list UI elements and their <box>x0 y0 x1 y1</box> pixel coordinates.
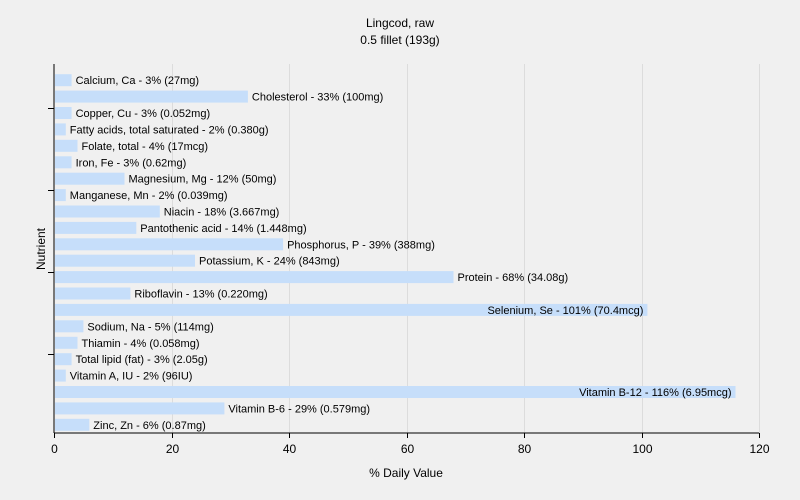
grid-lines <box>172 64 760 433</box>
bar-label: Total lipid (fat) - 3% (2.05g) <box>76 354 208 366</box>
x-tick-label: 60 <box>401 442 415 456</box>
bar-label: Zinc, Zn - 6% (0.87mg) <box>93 420 205 432</box>
bar <box>55 418 90 431</box>
x-tick-label: 20 <box>166 442 180 456</box>
bar <box>55 123 66 136</box>
chart-subtitle: 0.5 fillet (193g) <box>360 33 439 47</box>
x-tick-label: 0 <box>51 442 58 456</box>
bar <box>55 172 125 185</box>
x-tick-label: 40 <box>283 442 297 456</box>
bar <box>55 336 78 349</box>
bar <box>55 271 454 284</box>
bar-label: Selenium, Se - 101% (70.4mcg) <box>487 305 643 317</box>
bar <box>55 386 736 398</box>
bar <box>55 189 66 202</box>
bar-label: Protein - 68% (34.08g) <box>458 272 569 284</box>
bar-label: Sodium, Na - 5% (114mg) <box>87 321 213 333</box>
bar <box>55 320 84 333</box>
bar-label: Riboflavin - 13% (0.220mg) <box>134 289 267 301</box>
bar <box>55 238 284 251</box>
bar-label: Copper, Cu - 3% (0.052mg) <box>76 108 211 120</box>
bar-label: Thiamin - 4% (0.058mg) <box>82 338 200 350</box>
bar-label: Calcium, Ca - 3% (27mg) <box>76 75 199 87</box>
bar-label: Iron, Fe - 3% (0.62mg) <box>76 157 187 169</box>
bar <box>55 205 160 218</box>
bar-label: Folate, total - 4% (17mcg) <box>82 141 209 153</box>
x-ticks: 0 20 40 60 80 100 120 <box>48 108 770 456</box>
bar-label: Potassium, K - 24% (843mg) <box>199 256 340 268</box>
axes <box>53 64 759 434</box>
bar <box>55 139 78 152</box>
bars: Calcium, Ca - 3% (27mg) Cholesterol - 33%… <box>55 74 736 432</box>
chart-title: Lingcod, raw <box>366 16 434 30</box>
bar <box>55 107 72 119</box>
x-axis-label: % Daily Value <box>369 466 443 480</box>
x-tick-label: 100 <box>632 442 652 456</box>
bar-label: Niacin - 18% (3.667mg) <box>164 207 280 219</box>
bar-label: Magnesium, Mg - 12% (50mg) <box>129 174 277 186</box>
bar <box>55 402 225 415</box>
x-tick-label: 80 <box>518 442 532 456</box>
bar <box>55 90 248 103</box>
bar <box>55 369 66 382</box>
bar-label: Phosphorus, P - 39% (388mg) <box>287 239 435 251</box>
bar <box>55 254 195 267</box>
x-tick-label: 120 <box>749 442 769 456</box>
bar <box>55 221 137 234</box>
bar-label: Fatty acids, total saturated - 2% (0.380… <box>70 124 269 136</box>
bar-label: Manganese, Mn - 2% (0.039mg) <box>70 190 228 202</box>
y-axis-label: Nutrient <box>34 227 48 270</box>
bar-label: Vitamin A, IU - 2% (96IU) <box>70 371 193 383</box>
bar-label: Cholesterol - 33% (100mg) <box>252 92 383 104</box>
bar-label: Vitamin B-12 - 116% (6.95mcg) <box>579 387 731 399</box>
bar-label: Pantothenic acid - 14% (1.448mg) <box>140 223 306 235</box>
bar <box>55 303 648 316</box>
bar <box>55 156 72 169</box>
bar-label: Vitamin B-6 - 29% (0.579mg) <box>228 403 370 415</box>
bar <box>55 287 131 300</box>
bar <box>55 353 72 366</box>
bar <box>55 74 72 87</box>
